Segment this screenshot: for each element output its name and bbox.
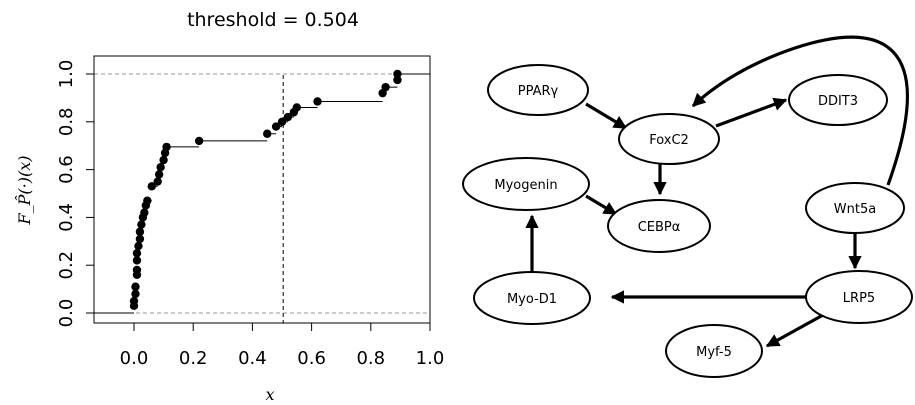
- x-axis-label: x: [265, 385, 274, 404]
- edge-foxc2-ddit3: [715, 97, 788, 128]
- data-point-9: [135, 234, 145, 244]
- step-lines: [94, 73, 430, 314]
- edges: [525, 35, 909, 348]
- node-foxc2: FoxC2: [618, 113, 720, 165]
- y-tick-label-3: 0.6: [56, 155, 77, 184]
- data-points: [129, 69, 402, 311]
- gene-network-diagram: PPARγ FoxC2 DDIT3 Myogenin CEBPα Wnt5a: [462, 35, 913, 378]
- data-point-3: [131, 282, 140, 291]
- reference-lines: [94, 73, 430, 323]
- svg-text:Wnt5a: Wnt5a: [834, 202, 876, 217]
- svg-text:CEBPα: CEBPα: [638, 220, 681, 235]
- data-point-16: [147, 182, 156, 191]
- x-tick-label-1: 0.2: [179, 348, 208, 369]
- data-point-8: [134, 241, 143, 251]
- data-point-33: [393, 75, 402, 85]
- data-point-22: [162, 142, 171, 152]
- data-point-11: [137, 220, 146, 229]
- edge-pparg-foxc2: [585, 102, 628, 130]
- y-tick-label-5: 1.0: [56, 60, 77, 89]
- data-point-20: [159, 155, 168, 165]
- data-point-7: [132, 249, 142, 258]
- data-point-26: [277, 117, 287, 127]
- node-pparg: PPARγ: [487, 64, 589, 116]
- y-tick-label-4: 0.8: [56, 107, 77, 136]
- data-point-1: [129, 296, 139, 306]
- svg-text:Myogenin: Myogenin: [494, 178, 557, 193]
- data-point-6: [132, 256, 142, 265]
- data-point-32: [381, 82, 390, 92]
- data-point-23: [194, 136, 204, 146]
- x-tick-label-5: 1.0: [416, 348, 445, 369]
- y-tick-label-2: 0.4: [56, 203, 77, 232]
- data-point-5: [132, 265, 142, 275]
- node-myod1: Myo-D1: [473, 271, 591, 325]
- x-tick-label-2: 0.4: [238, 348, 267, 369]
- svg-text:PPARγ: PPARγ: [518, 84, 559, 99]
- data-point-24: [263, 129, 272, 138]
- y-tick-label-0: 0.0: [56, 299, 77, 328]
- data-point-27: [283, 112, 293, 122]
- data-point-25: [271, 122, 281, 131]
- y-tick-label-1: 0.2: [56, 251, 77, 280]
- node-myf5: Myf-5: [665, 324, 763, 378]
- x-axis: 0.0 0.2 0.4 0.6 0.8 1.0: [120, 322, 445, 369]
- svg-text:DDIT3: DDIT3: [818, 94, 858, 109]
- data-point-10: [135, 227, 145, 236]
- plot-frame: [93, 55, 431, 324]
- y-axis: 0.0 0.2 0.4 0.6 0.8 1.0: [56, 60, 95, 328]
- svg-text:LRP5: LRP5: [843, 291, 875, 306]
- node-ddit3: DDIT3: [788, 74, 888, 126]
- data-point-15: [143, 196, 152, 205]
- data-point-13: [140, 208, 149, 217]
- edge-lrp5-myf5: [765, 313, 824, 348]
- data-point-17: [153, 177, 162, 186]
- chart-title: threshold = 0.504: [187, 9, 359, 31]
- edge-wnt5a-foxc2: [691, 35, 909, 186]
- edge-myogenin-cebpa: [585, 194, 618, 216]
- node-myogenin: Myogenin: [462, 157, 590, 211]
- x-tick-label-0: 0.0: [120, 348, 149, 369]
- data-point-18: [154, 170, 164, 179]
- svg-text:Myo-D1: Myo-D1: [507, 292, 557, 307]
- node-lrp5: LRP5: [805, 270, 913, 324]
- data-point-29: [292, 103, 301, 112]
- node-wnt5a: Wnt5a: [805, 182, 905, 234]
- svg-text:FoxC2: FoxC2: [649, 133, 689, 148]
- nodes: PPARγ FoxC2 DDIT3 Myogenin CEBPα Wnt5a: [462, 64, 913, 378]
- data-point-19: [156, 163, 165, 172]
- x-tick-label-4: 0.8: [356, 348, 385, 369]
- data-point-30: [313, 97, 322, 106]
- data-point-2: [131, 289, 140, 299]
- data-point-34: [393, 69, 402, 79]
- x-tick-label-3: 0.6: [297, 348, 326, 369]
- y-axis-label: F_P̂(·)(x): [15, 156, 34, 226]
- ecdf-plot: 0.0 0.2 0.4 0.6 0.8 1.0 0.0 0.2 0.4 0.6 0.8 1.0 th…: [15, 9, 444, 404]
- svg-text:Myf-5: Myf-5: [696, 345, 732, 360]
- node-cebpa: CEBPα: [607, 199, 711, 253]
